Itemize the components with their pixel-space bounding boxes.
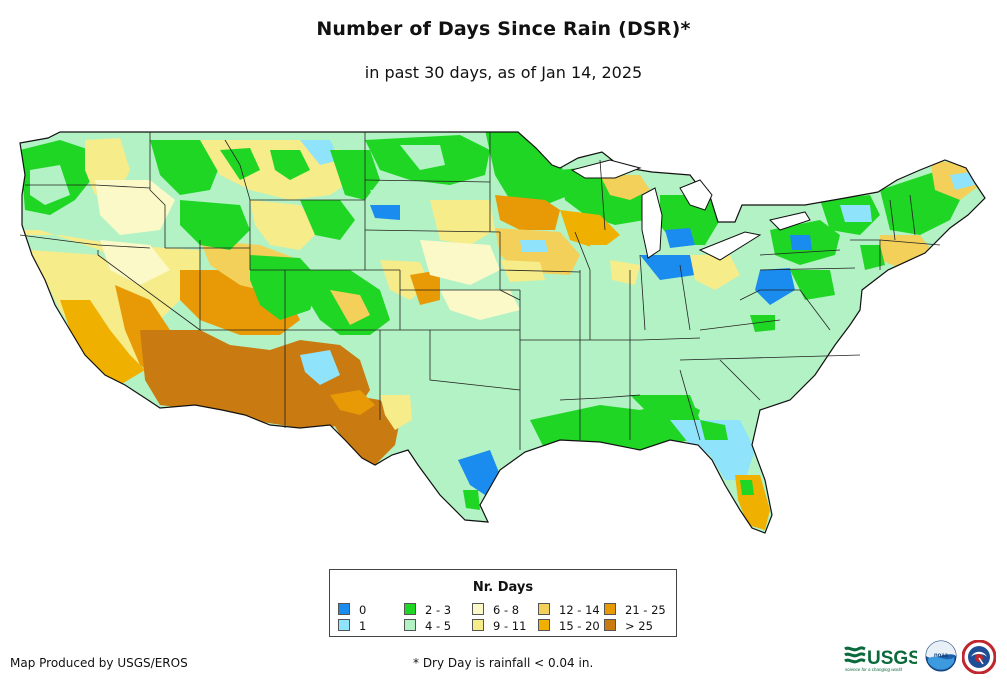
legend-item: 1	[338, 619, 366, 633]
legend-swatch	[338, 619, 350, 631]
map-title: Number of Days Since Rain (DSR)*	[316, 18, 691, 40]
legend-swatch	[604, 619, 616, 631]
map-credit: Map Produced by USGS/EROS	[10, 656, 188, 670]
map-subtitle: in past 30 days, as of Jan 14, 2025	[364, 63, 643, 82]
usgs-wordmark: USGS	[867, 648, 917, 669]
usgs-tagline: science for a changing world	[845, 667, 903, 672]
legend-item: 9 - 11	[472, 619, 526, 633]
noaa-logo: noaa	[925, 640, 957, 672]
legend-swatch	[472, 619, 484, 631]
legend-item: 6 - 8	[472, 603, 519, 617]
legend-item: 15 - 20	[538, 619, 600, 633]
great-lakes	[570, 159, 811, 261]
state-borders	[19, 132, 941, 450]
legend-item: 4 - 5	[404, 619, 451, 633]
legend-item: 21 - 25	[604, 603, 666, 617]
usgs-wave-icon	[844, 646, 866, 664]
noaa-wordmark: noaa	[934, 653, 949, 659]
legend-item: 2 - 3	[404, 603, 451, 617]
dry-day-note: * Dry Day is rainfall < 0.04 in.	[413, 656, 594, 670]
legend-swatch	[404, 619, 416, 631]
legend-title: Nr. Days	[472, 580, 534, 595]
legend-item: 0	[338, 603, 366, 617]
nws-logo	[961, 639, 997, 675]
legend-item: 12 - 14	[538, 603, 600, 617]
legend-swatch	[604, 603, 616, 615]
usgs-logo: USGS science for a changing world	[843, 643, 921, 673]
legend-swatch	[538, 603, 550, 615]
legend-swatch	[404, 603, 416, 615]
legend-swatch	[338, 603, 350, 615]
map-legend: Nr. Days 0 1 2 - 3 4 - 5 6 - 8 9 - 11 12…	[329, 569, 677, 637]
legend-swatch	[538, 619, 550, 631]
legend-item: > 25	[604, 619, 653, 633]
us-outline	[19, 131, 986, 534]
legend-swatch	[472, 603, 484, 615]
